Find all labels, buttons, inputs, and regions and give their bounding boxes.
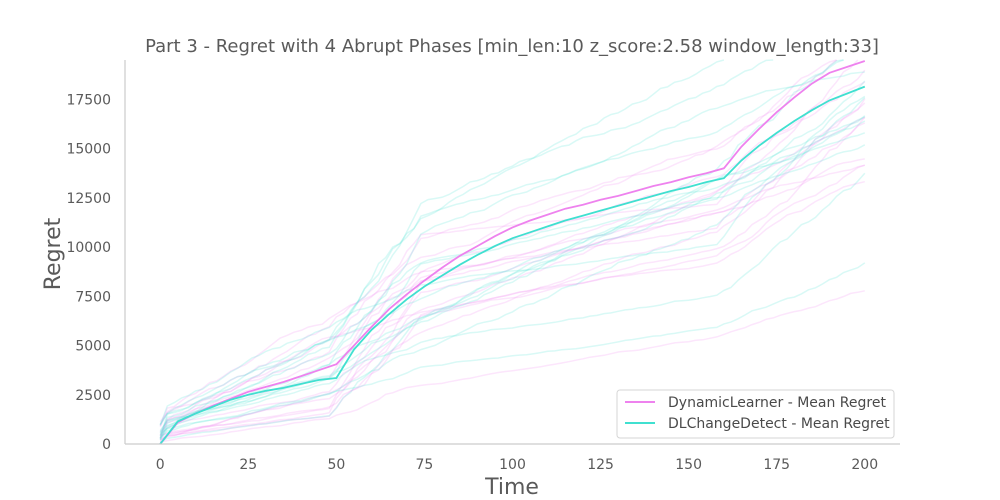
y-tick-label: 17500 xyxy=(66,92,111,108)
mean-line-1 xyxy=(159,85,866,445)
x-tick-label: 0 xyxy=(156,457,165,473)
run-line xyxy=(159,180,865,439)
run-line xyxy=(159,69,866,437)
run-line xyxy=(159,117,866,439)
mean-series xyxy=(159,60,866,445)
run-line xyxy=(159,115,866,443)
y-tick-label: 12500 xyxy=(66,191,111,207)
y-tick-label: 10000 xyxy=(66,240,111,256)
run-line xyxy=(159,122,866,439)
x-tick-labels: 0 25 50 75 100 125 150 175 200 xyxy=(156,457,878,473)
run-line xyxy=(159,164,865,436)
legend: DynamicLearner - Mean Regret DLChangeDet… xyxy=(616,389,895,439)
x-tick-label: 75 xyxy=(416,457,434,473)
run-line xyxy=(159,71,865,437)
chart-title: Part 3 - Regret with 4 Abrupt Phases [mi… xyxy=(145,36,879,57)
run-line xyxy=(159,144,866,436)
legend-box xyxy=(616,389,895,439)
run-line xyxy=(159,97,866,441)
y-tick-label: 0 xyxy=(102,437,111,453)
x-tick-label: 150 xyxy=(675,457,702,473)
legend-label-dlchangedetect: DLChangeDetect - Mean Regret xyxy=(668,416,890,432)
x-tick-label: 50 xyxy=(327,457,345,473)
y-axis-label: Regret xyxy=(41,217,66,290)
run-line xyxy=(159,80,866,425)
run-line xyxy=(160,290,865,443)
run-line xyxy=(159,158,865,440)
x-tick-label: 125 xyxy=(587,457,614,473)
x-tick-label: 200 xyxy=(851,457,878,473)
run-line xyxy=(159,116,866,441)
run-line xyxy=(159,102,866,442)
run-line xyxy=(159,95,866,426)
y-tick-label: 15000 xyxy=(66,142,111,158)
run-line xyxy=(159,262,866,439)
individual-runs xyxy=(159,59,866,443)
run-line xyxy=(159,116,866,433)
y-tick-label: 5000 xyxy=(75,339,111,355)
run-line xyxy=(159,59,859,428)
run-line xyxy=(159,59,837,423)
x-tick-label: 25 xyxy=(239,457,257,473)
run-line xyxy=(159,98,866,436)
run-line xyxy=(159,164,866,441)
y-tick-labels: 0 2500 5000 7500 10000 12500 15000 17500 xyxy=(66,92,111,453)
run-line xyxy=(159,81,866,427)
run-line xyxy=(159,59,774,440)
x-axis-label: Time xyxy=(484,475,539,500)
run-line xyxy=(159,172,866,434)
run-line xyxy=(159,59,844,426)
legend-label-dynamiclearner: DynamicLearner - Mean Regret xyxy=(668,395,886,411)
x-tick-label: 175 xyxy=(763,457,790,473)
x-tick-label: 100 xyxy=(499,457,526,473)
run-line xyxy=(159,59,725,439)
mean-line-0 xyxy=(159,60,866,445)
y-tick-label: 7500 xyxy=(75,289,111,305)
run-line xyxy=(159,132,866,432)
y-tick-label: 2500 xyxy=(75,388,111,404)
